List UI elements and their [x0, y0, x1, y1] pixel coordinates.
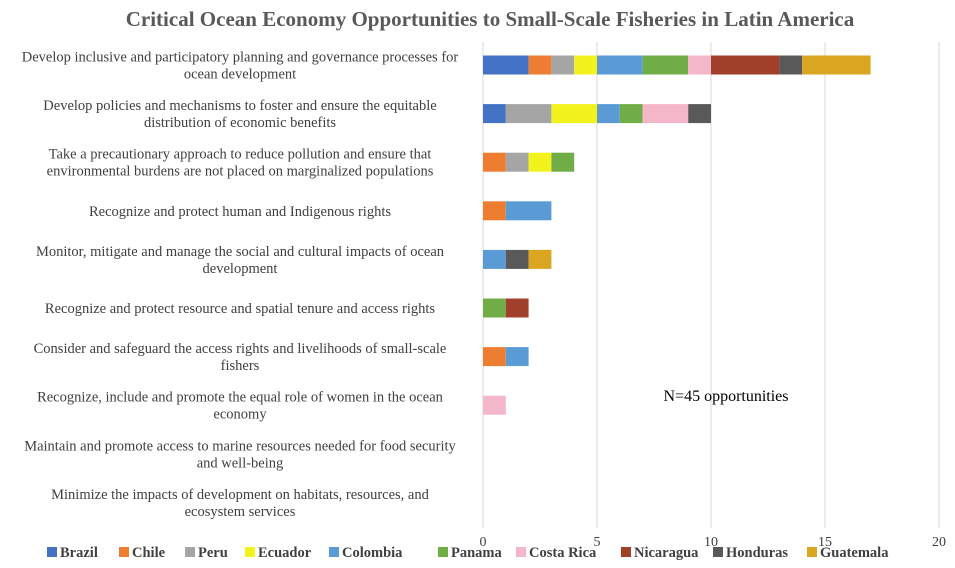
legend-label: Colombia	[342, 545, 403, 561]
legend-swatch	[807, 547, 817, 557]
legend-swatch	[47, 547, 57, 557]
category-label: Recognize and protect human and Indigeno…	[89, 204, 391, 220]
category-label: Develop policies and mechanisms to foste…	[43, 98, 436, 131]
legend-swatch	[185, 547, 195, 557]
bar-segment	[688, 104, 711, 124]
x-tick-label: 0	[480, 535, 487, 550]
legend-swatch	[438, 547, 448, 557]
x-tick-label: 20	[932, 535, 946, 550]
bar-segment	[483, 55, 529, 75]
legend-label: Costa Rica	[529, 545, 597, 561]
legend-swatch	[713, 547, 723, 557]
bar-segment	[483, 104, 506, 124]
bar-segment	[483, 298, 506, 318]
category-label: Monitor, mitigate and manage the social …	[36, 244, 445, 277]
bar-segment	[574, 55, 597, 75]
bar-segment	[802, 55, 871, 75]
legend: Brazil Chile Peru Ecuador Colombia Panama Cost…	[47, 545, 889, 561]
category-label: Recognize, include and promote the equal…	[37, 390, 444, 423]
bar-segment	[505, 249, 529, 269]
legend-label: Brazil	[60, 545, 98, 561]
category-label: Consider and safeguard the access rights…	[34, 341, 447, 374]
legend-swatch	[245, 547, 255, 557]
legend-swatch	[621, 547, 631, 557]
bar-segment	[619, 104, 643, 124]
bar-segment	[642, 55, 689, 75]
category-label: Maintain and promote access to marine re…	[24, 438, 456, 471]
x-tick-label: 10	[704, 535, 718, 550]
legend-label: Chile	[132, 545, 166, 561]
bar-segment	[711, 55, 780, 75]
legend-label: Honduras	[726, 545, 788, 561]
category-label: Take a precautionary approach to reduce …	[47, 147, 434, 180]
category-labels: Develop inclusive and participatory plan…	[22, 50, 459, 520]
bar-segment	[528, 152, 552, 172]
x-tick-label: 5	[594, 535, 601, 550]
legend-label: Peru	[198, 545, 228, 561]
category-label: Recognize and protect resource and spati…	[45, 301, 435, 317]
bar-segment	[483, 347, 506, 367]
x-tick-labels: 0 5 10 15 20	[480, 535, 947, 550]
legend-swatch	[516, 547, 526, 557]
x-tick-label: 15	[818, 535, 832, 550]
bar-segment	[505, 104, 552, 124]
legend-swatch	[329, 547, 339, 557]
legend-swatch	[119, 547, 129, 557]
legend-label: Ecuador	[258, 545, 312, 561]
bar-segment	[597, 104, 620, 124]
bar-segment	[483, 152, 506, 172]
bar-segments	[483, 55, 871, 415]
legend-label: Nicaragua	[634, 545, 699, 561]
chart-title: Critical Ocean Economy Opportunities to …	[126, 7, 855, 31]
bar-segment	[551, 55, 575, 75]
bar-segment	[505, 347, 529, 367]
bar-segment	[483, 249, 506, 269]
legend-label: Guatemala	[820, 545, 889, 561]
bar-segment	[551, 152, 575, 172]
bar-segment	[551, 104, 597, 124]
bar-segment	[505, 298, 529, 318]
bar-segment	[597, 55, 643, 75]
legend-label: Panama	[451, 545, 503, 561]
bar-segment	[505, 152, 529, 172]
bar-segment	[779, 55, 803, 75]
bar-segment	[483, 395, 506, 415]
bar-segment	[688, 55, 711, 75]
category-label: Minimize the impacts of development on h…	[51, 487, 429, 520]
bar-segment	[528, 249, 552, 269]
bar-segment	[528, 55, 552, 75]
bar-segment	[642, 104, 689, 124]
category-label: Develop inclusive and participatory plan…	[22, 50, 459, 83]
bar-segment	[505, 201, 552, 221]
sample-size-annotation: N=45 opportunities	[663, 388, 788, 405]
bar-segment	[483, 201, 506, 221]
